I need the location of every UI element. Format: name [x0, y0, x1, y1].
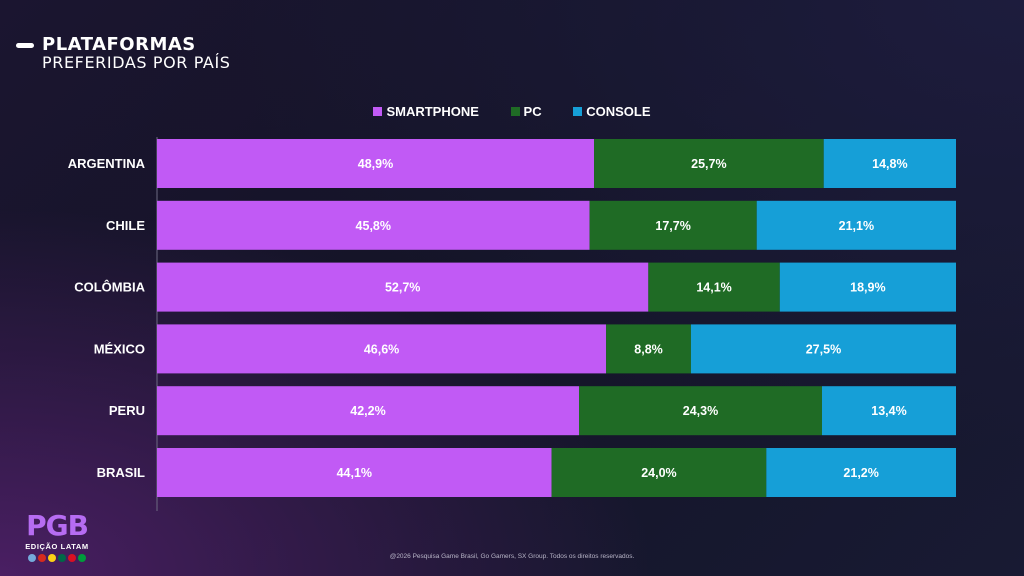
flag-icon-1 [38, 554, 46, 562]
copyright-footer: @2026 Pesquisa Game Brasil, Go Gamers, S… [389, 553, 635, 560]
data-label-smartphone-3: 46,6% [364, 342, 399, 356]
flag-icon-4 [68, 554, 76, 562]
legend-swatch-smartphone [373, 107, 383, 116]
data-label-pc-0: 25,7% [691, 157, 726, 171]
data-label-console-4: 13,4% [871, 404, 906, 418]
bar-console-3 [690, 324, 956, 374]
category-label: ARGENTINA [68, 156, 146, 171]
category-label: CHILE [106, 218, 145, 233]
bar-pc-4 [579, 386, 822, 436]
bar-console-1 [756, 200, 956, 250]
title-dash-icon [16, 43, 34, 48]
bar-smartphone-5 [157, 448, 552, 497]
data-label-console-5: 21,2% [843, 466, 878, 480]
legend-item-console: CONSOLE [573, 104, 651, 119]
legend: SMARTPHONE PC CONSOLE [0, 104, 1024, 119]
flag-icon-0 [28, 554, 36, 562]
bar-smartphone-4 [157, 386, 579, 436]
data-label-console-1: 21,1% [839, 219, 874, 233]
bar-console-4 [822, 386, 956, 436]
legend-label-pc: PC [523, 104, 542, 119]
data-label-smartphone-1: 45,8% [356, 219, 391, 233]
legend-item-pc: PC [510, 104, 542, 119]
flag-icon-2 [48, 554, 56, 562]
data-label-smartphone-5: 44,1% [337, 466, 372, 480]
bar-smartphone-3 [157, 324, 607, 374]
bar-pc-5 [551, 448, 767, 497]
category-label: COLÔMBIA [74, 280, 145, 295]
flag-row [22, 554, 92, 562]
flag-icon-3 [58, 554, 66, 562]
data-label-smartphone-0: 48,9% [358, 157, 393, 171]
legend-item-smartphone: SMARTPHONE [373, 104, 479, 119]
bar-pc-1 [589, 200, 757, 250]
flag-icon-5 [78, 554, 86, 562]
data-label-console-0: 14,8% [872, 157, 907, 171]
category-label: PERU [109, 403, 145, 418]
logo-subtitle: EDIÇÃO LATAM [25, 542, 89, 551]
bar-smartphone-0 [157, 139, 595, 188]
data-label-smartphone-4: 42,2% [350, 404, 385, 418]
bar-console-5 [766, 448, 956, 497]
legend-swatch-pc [510, 107, 520, 116]
chart-subtitle: PREFERIDAS POR PAÍS [42, 53, 231, 72]
chart-title: PLATAFORMAS [42, 34, 196, 55]
data-label-pc-2: 14,1% [696, 281, 731, 295]
logo-mark: PGB [26, 509, 89, 542]
data-label-pc-1: 17,7% [655, 219, 690, 233]
bar-pc-0 [594, 139, 824, 188]
pgb-logo: PGB EDIÇÃO LATAM [22, 512, 92, 562]
data-label-pc-3: 8,8% [634, 342, 663, 356]
legend-label-console: CONSOLE [586, 104, 651, 119]
bar-console-2 [779, 262, 956, 312]
data-label-smartphone-2: 52,7% [385, 281, 420, 295]
bar-console-0 [823, 139, 956, 188]
data-label-pc-4: 24,3% [683, 404, 718, 418]
category-label: BRASIL [97, 465, 145, 480]
legend-swatch-console [573, 107, 583, 116]
legend-label-smartphone: SMARTPHONE [386, 104, 479, 119]
bar-smartphone-1 [157, 200, 590, 250]
data-label-pc-5: 24,0% [641, 466, 676, 480]
bar-pc-3 [606, 324, 691, 374]
data-label-console-3: 27,5% [806, 342, 841, 356]
category-label: MÉXICO [94, 341, 145, 356]
bar-smartphone-2 [157, 262, 649, 312]
data-label-console-2: 18,9% [850, 281, 885, 295]
bar-pc-2 [648, 262, 780, 312]
